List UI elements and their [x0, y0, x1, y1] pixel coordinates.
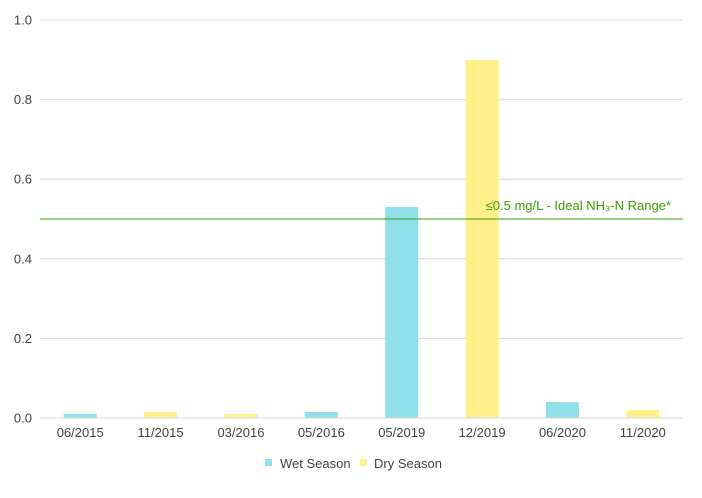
- y-tick-label: 0.8: [14, 92, 32, 107]
- gridlines: [40, 19, 683, 339]
- legend-dry-label: Dry Season: [374, 456, 442, 471]
- y-tick-label: 0.0: [14, 411, 32, 426]
- y-tick-label: 1.0: [14, 13, 32, 28]
- bar-wet-season: [63, 414, 97, 418]
- y-tick-label: 0.4: [14, 251, 32, 266]
- x-tick-label: 06/2020: [539, 425, 586, 440]
- y-axis-ticks: 0.0 0.2 0.4 0.6 0.8 1.0: [14, 13, 32, 426]
- x-tick-label: 03/2016: [217, 425, 264, 440]
- y-tick-label: 0.6: [14, 172, 32, 187]
- reference-line-label: ≤0.5 mg/L - Ideal NH₃-N Range*: [486, 198, 671, 213]
- y-tick-label: 0.2: [14, 331, 32, 346]
- x-tick-label: 11/2020: [620, 425, 666, 440]
- bar-dry-season: [465, 59, 499, 419]
- bar-dry-season: [144, 412, 178, 418]
- x-tick-label: 11/2015: [138, 425, 184, 440]
- reference-line-group: ≤0.5 mg/L - Ideal NH₃-N Range*: [40, 198, 683, 220]
- bar-wet-season: [545, 402, 579, 418]
- x-tick-label: 05/2016: [298, 425, 345, 440]
- x-axis-ticks: 06/2015 11/2015 03/2016 05/2016 05/2019 12/20…: [57, 425, 666, 440]
- bar-wet-season: [385, 207, 419, 418]
- legend: Wet Season Dry Season: [265, 456, 442, 471]
- legend-wet-label: Wet Season: [280, 456, 351, 471]
- bar-dry-season: [224, 414, 258, 418]
- legend-wet-swatch: [265, 459, 272, 466]
- x-tick-label: 06/2015: [57, 425, 104, 440]
- bars: [63, 59, 660, 419]
- bar-wet-season: [304, 412, 338, 418]
- x-tick-label: 05/2019: [378, 425, 425, 440]
- legend-dry-swatch: [360, 459, 367, 466]
- x-tick-label: 12/2019: [459, 425, 506, 440]
- bar-dry-season: [626, 410, 660, 418]
